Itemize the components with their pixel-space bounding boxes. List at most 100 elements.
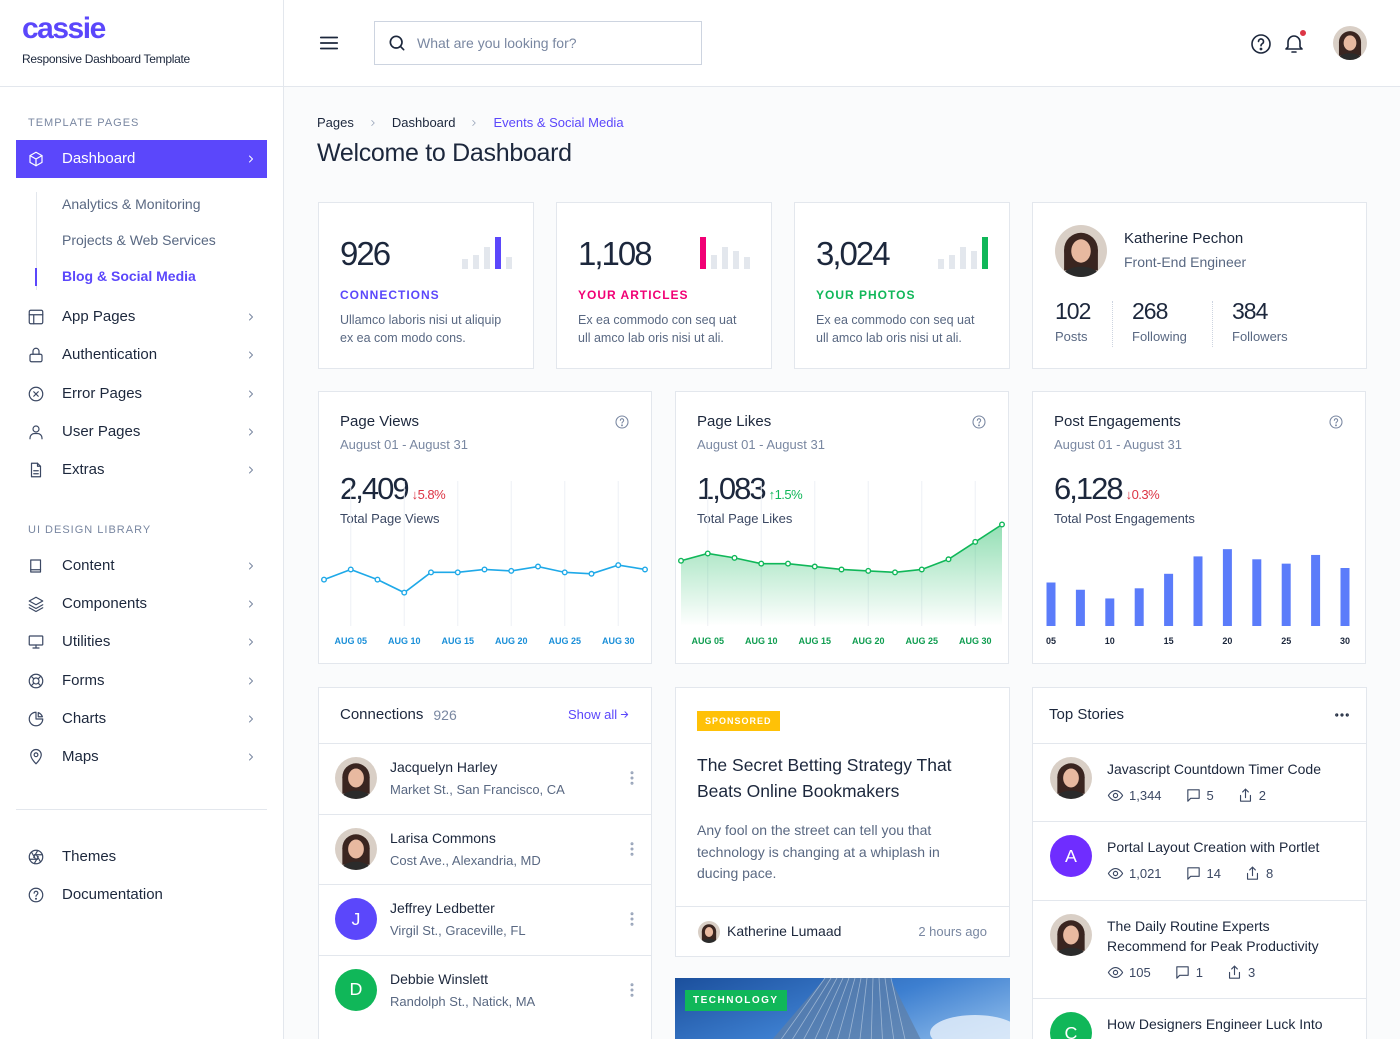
xcircle-icon [28,386,44,401]
story-title[interactable]: Javascript Countdown Timer Code [1107,761,1321,777]
icon-shape [1112,969,1119,976]
eye-icon [1107,789,1124,802]
icon-shape [1329,415,1343,429]
menu-icon[interactable] [317,32,341,54]
nav-label: Charts [62,709,107,727]
chart-title: Post Engagements [1054,413,1181,430]
chart-caption: Total Post Engagements [1054,511,1195,526]
nav-item[interactable]: Dashboard [16,140,267,178]
kebab-icon[interactable] [623,840,641,858]
story-comments: 14 [1206,866,1222,881]
face [348,768,364,788]
connection-name[interactable]: Jacquelyn Harley [390,759,498,775]
stat-separator [1212,301,1213,347]
chart-card: Post Engagements August 01 - August 31 6,1… [1032,391,1366,664]
story-title[interactable]: The Daily Routine Experts Recommend for … [1107,918,1319,954]
icon-shape [319,36,339,50]
nav-item[interactable]: Extras [16,451,267,489]
building-line [848,978,862,1039]
nav-item[interactable]: Content [16,547,267,585]
icon-shape [1333,418,1339,424]
nav-item[interactable]: Components [16,585,267,623]
nav-label: Error Pages [62,384,143,402]
connection-name[interactable]: Larisa Commons [390,829,496,846]
icon-shape [1112,792,1119,799]
nav-item[interactable]: Themes [16,838,267,876]
icon-shape [630,771,634,775]
notification-dot [1299,29,1307,37]
icon-shape [615,415,629,429]
show-all-link[interactable]: Show all [568,707,630,722]
breadcrumb-item[interactable]: Dashboard [391,115,456,130]
icon-shape [28,673,44,688]
nav-item[interactable]: Authentication [16,336,267,374]
chev-icon [249,600,253,608]
x-tick-label: 15 [1164,636,1174,646]
kebab-icon[interactable] [623,769,641,787]
technology-card: TECHNOLOGY [675,978,1010,1039]
nav-item[interactable]: Maps [16,738,267,776]
profile-stat-label: Posts [1055,329,1088,344]
submenu-item[interactable]: Blog & Social Media [62,268,196,284]
breadcrumb: Pages Dashboard Events & Social Media [317,115,624,130]
point [588,570,595,577]
submenu-item[interactable]: Projects & Web Services [62,232,216,248]
building-line [884,978,895,1039]
chev-icon [249,753,253,761]
help-icon[interactable] [1249,32,1273,56]
breadcrumb-item[interactable]: Pages [317,115,354,130]
icon-shape [630,841,634,845]
icon-shape [978,424,980,427]
icon-shape [249,562,253,570]
divider [319,813,651,815]
help-icon[interactable] [971,414,987,430]
bar [1164,573,1174,626]
chart-title: Page Likes [697,413,772,430]
nav-item[interactable]: Forms [16,662,267,700]
nav-label: App Pages [62,308,136,325]
avatar-initial: C [1064,1022,1078,1039]
icon-shape [28,314,44,325]
kebab-icon[interactable] [623,981,641,999]
nav-item[interactable]: App Pages [16,298,267,336]
avatar-photo [1337,31,1363,60]
card-header: Connections 926 [340,706,457,723]
connection-name[interactable]: Jeffrey Ledbetter [390,900,495,916]
show-all-text[interactable]: Show all [568,707,618,722]
point [784,560,791,567]
nav-item[interactable]: User Pages [16,413,267,451]
search-box[interactable]: What are you looking for? [374,21,702,65]
divider [319,743,651,744]
author-name[interactable]: Katherine Lumaad [727,923,842,939]
help-icon[interactable] [1328,414,1344,430]
nav-item[interactable]: Error Pages [16,375,267,413]
icon-shape [249,638,253,646]
book-icon [30,559,42,573]
bar [1046,582,1056,626]
shoulders [1055,947,1087,956]
point [427,569,434,576]
point [508,567,515,574]
story-title[interactable]: How Designers Engineer Luck Into [1107,1016,1323,1032]
nav-item[interactable]: Charts [16,700,267,738]
nav-label: User Pages [62,422,141,440]
help-icon[interactable] [614,414,630,430]
face [1063,768,1079,788]
nav-item[interactable]: Utilities [16,623,267,661]
nav-item[interactable]: Documentation [16,876,267,914]
x-tick-label: 25 [1281,636,1291,646]
point [704,550,711,557]
submenu-item[interactable]: Analytics & Monitoring [62,196,201,212]
point [758,560,765,567]
story-title[interactable]: Portal Layout Creation with Portlet [1107,839,1320,855]
stat-spark-bar [938,259,944,269]
avatar [335,827,377,870]
kebab-icon[interactable] [623,910,641,928]
nav-label: Extras [62,461,105,479]
bell-icon[interactable] [1282,31,1306,55]
point [561,569,568,576]
connection-name[interactable]: Debbie Winslett [390,970,489,987]
dots-icon[interactable] [1333,706,1351,724]
chart-subtitle: August 01 - August 31 [340,437,468,452]
